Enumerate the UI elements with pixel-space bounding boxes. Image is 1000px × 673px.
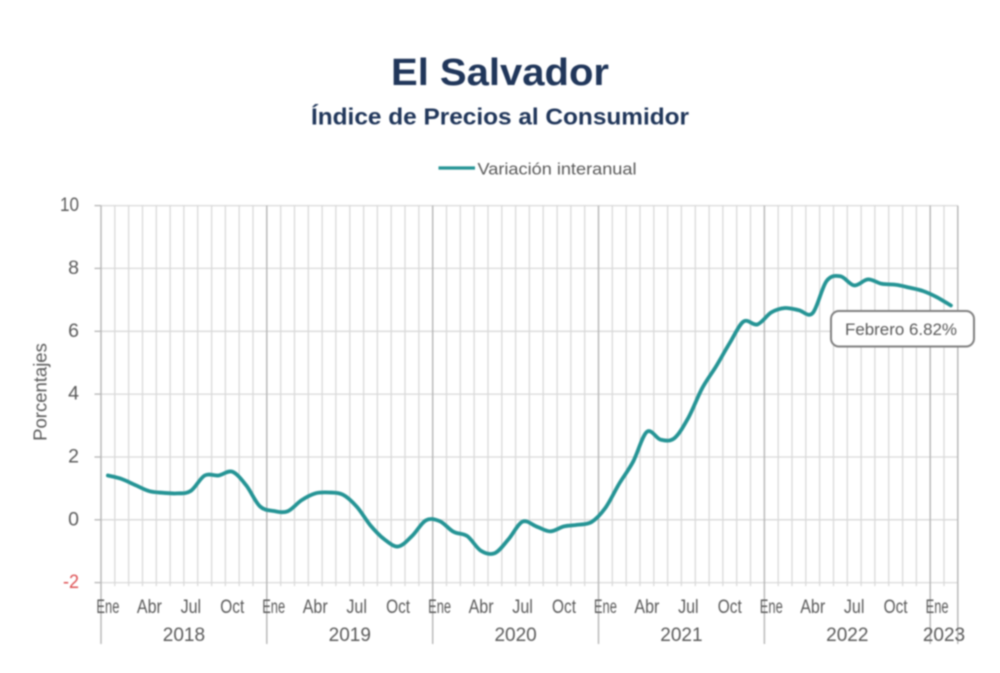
svg-text:Jul: Jul [678, 597, 699, 618]
svg-text:2023: 2023 [923, 625, 965, 646]
svg-text:Jul: Jul [844, 597, 865, 618]
svg-text:2019: 2019 [329, 625, 371, 646]
svg-text:2: 2 [68, 446, 79, 468]
svg-text:2018: 2018 [163, 625, 205, 646]
svg-text:Ene: Ene [96, 597, 119, 618]
svg-text:Ene: Ene [428, 597, 451, 618]
svg-text:Abr: Abr [469, 597, 495, 618]
svg-text:Abr: Abr [303, 597, 329, 618]
svg-text:Oct: Oct [718, 597, 743, 618]
svg-text:Oct: Oct [884, 597, 909, 618]
svg-text:Índice de Precios al Consumido: Índice de Precios al Consumidor [311, 103, 689, 130]
svg-text:Jul: Jul [346, 597, 367, 618]
svg-text:Abr: Abr [634, 597, 660, 618]
svg-text:Porcentajes: Porcentajes [30, 343, 51, 441]
svg-text:0: 0 [68, 508, 79, 530]
svg-text:Jul: Jul [512, 597, 533, 618]
svg-text:Oct: Oct [386, 597, 411, 618]
svg-text:Ene: Ene [262, 597, 285, 618]
svg-text:Ene: Ene [760, 597, 783, 618]
svg-text:El Salvador: El Salvador [391, 52, 609, 94]
svg-text:10: 10 [60, 194, 79, 216]
svg-text:Oct: Oct [552, 597, 577, 618]
svg-text:2021: 2021 [660, 625, 702, 646]
svg-text:Variación interanual: Variación interanual [478, 161, 637, 179]
svg-text:Abr: Abr [800, 597, 826, 618]
svg-text:Febrero 6.82%: Febrero 6.82% [845, 321, 957, 339]
svg-text:Jul: Jul [181, 597, 202, 618]
svg-text:2022: 2022 [826, 625, 868, 646]
svg-text:2020: 2020 [494, 625, 536, 646]
svg-text:6: 6 [68, 320, 79, 342]
svg-text:4: 4 [68, 383, 79, 405]
svg-text:Abr: Abr [137, 597, 163, 618]
svg-text:Ene: Ene [926, 597, 949, 618]
svg-text:Ene: Ene [594, 597, 617, 618]
svg-text:8: 8 [68, 257, 79, 279]
svg-text:-2: -2 [63, 571, 79, 593]
svg-text:Oct: Oct [220, 597, 245, 618]
